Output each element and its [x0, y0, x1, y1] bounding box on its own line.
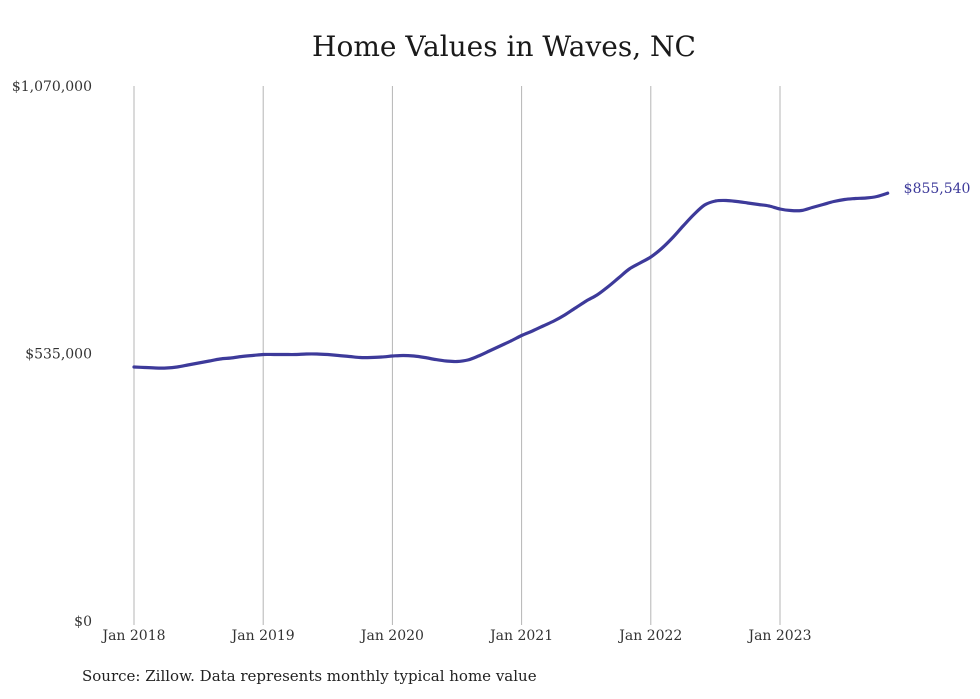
x-tick-label: Jan 2022	[617, 628, 682, 644]
x-tick-label: Jan 2021	[488, 628, 553, 644]
gridlines	[133, 86, 781, 625]
x-tick-label: Jan 2018	[100, 628, 165, 644]
x-tick-label: Jan 2023	[746, 628, 811, 644]
source-note: Source: Zillow. Data represents monthly …	[82, 667, 537, 685]
x-axis-ticks: Jan 2018 Jan 2019 Jan 2020 Jan 2021 Jan 2022…	[100, 628, 811, 644]
series-layer	[132, 191, 890, 370]
y-tick-label: $535,000	[25, 347, 92, 363]
end-label-layer: $855,540	[904, 181, 971, 197]
y-axis-ticks: $0 $535,000 $1,070,000	[12, 79, 92, 630]
series-line-0	[132, 191, 890, 370]
chart-title: Home Values in Waves, NC	[312, 30, 696, 63]
x-tick-label: Jan 2019	[230, 628, 295, 644]
y-tick-label: $1,070,000	[12, 79, 92, 95]
end-value-label: $855,540	[904, 181, 971, 197]
y-tick-label: $0	[74, 614, 92, 630]
x-tick-label: Jan 2020	[359, 628, 424, 644]
